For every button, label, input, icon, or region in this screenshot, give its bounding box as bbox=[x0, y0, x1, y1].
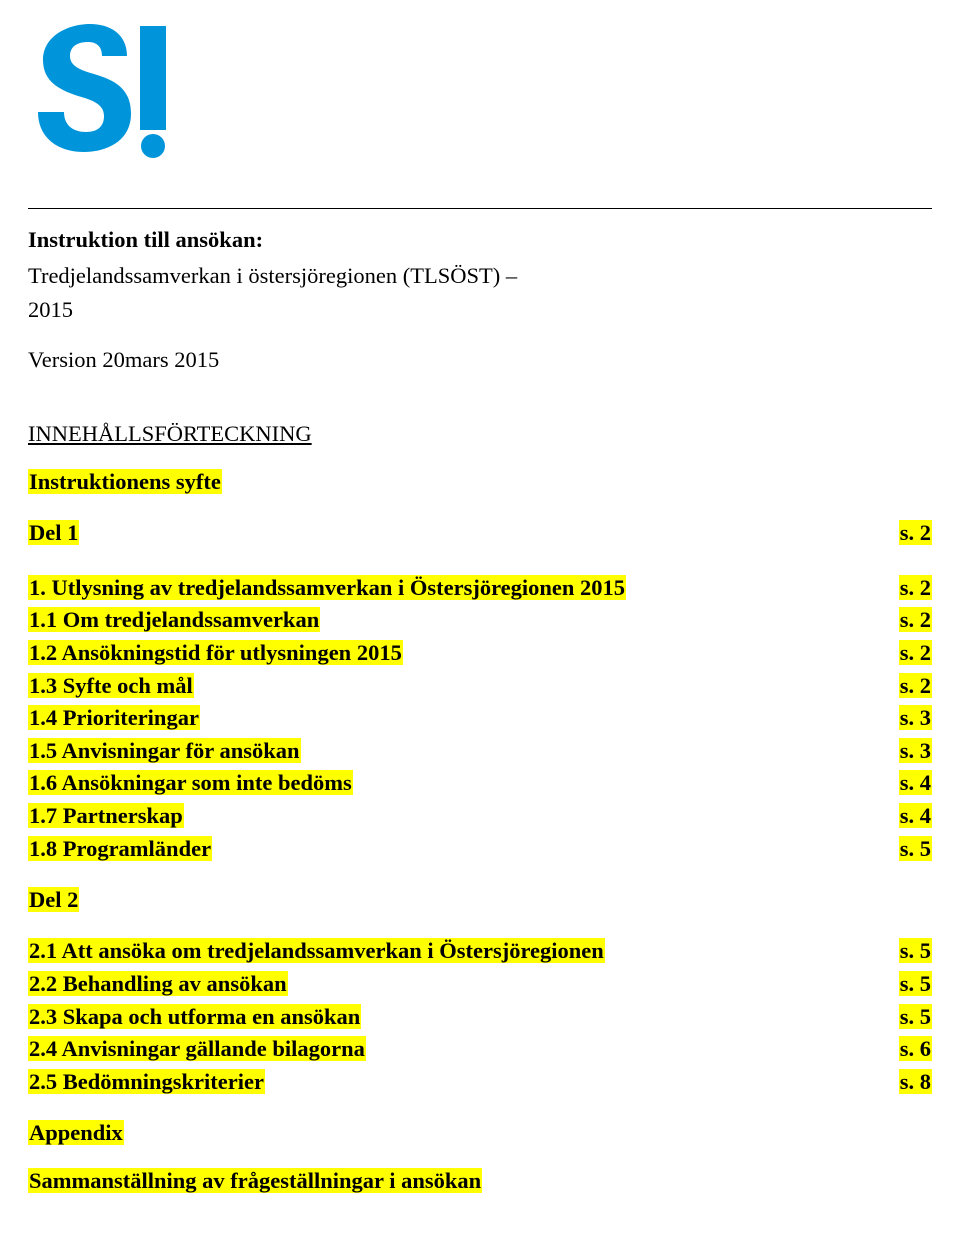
toc-row: 1.2 Ansökningstid för utlysningen 2015 s… bbox=[28, 637, 932, 670]
toc-row-page: s. 5 bbox=[899, 1004, 932, 1029]
toc-row-page: s. 5 bbox=[899, 836, 932, 861]
toc-row-page: s. 3 bbox=[899, 705, 932, 730]
toc-row: 2.4 Anvisningar gällande bilagorna s. 6 bbox=[28, 1033, 932, 1066]
toc-row-page: s. 8 bbox=[899, 1069, 932, 1094]
toc-row: 2.5 Bedömningskriterier s. 8 bbox=[28, 1066, 932, 1099]
doc-subtitle: Tredjelandssamverkan i östersjöregionen … bbox=[28, 263, 932, 289]
toc-row-label: 1.3 Syfte och mål bbox=[28, 673, 194, 698]
toc-appendix-line-label: Sammanställning av frågeställningar i an… bbox=[28, 1168, 482, 1193]
toc-heading: INNEHÅLLSFÖRTECKNING bbox=[28, 421, 932, 447]
doc-title: Instruktion till ansökan: bbox=[28, 227, 932, 253]
toc-del2-heading: Del 2 bbox=[28, 887, 932, 913]
toc-intro: Instruktionens syfte bbox=[28, 469, 932, 495]
toc-row: 1.5 Anvisningar för ansökan s. 3 bbox=[28, 735, 932, 768]
toc-row-page: s. 3 bbox=[899, 738, 932, 763]
toc-row: 1.1 Om tredjelandssamverkan s. 2 bbox=[28, 604, 932, 637]
toc-row-label: 1.5 Anvisningar för ansökan bbox=[28, 738, 301, 763]
toc-row-page: s. 2 bbox=[899, 575, 932, 600]
toc-row: 2.3 Skapa och utforma en ansökan s. 5 bbox=[28, 1001, 932, 1034]
toc-row: 1.4 Prioriteringar s. 3 bbox=[28, 702, 932, 735]
toc-appendix-line: Sammanställning av frågeställningar i an… bbox=[28, 1168, 932, 1194]
toc-row-label: 1.8 Programländer bbox=[28, 836, 212, 861]
toc-row-page: s. 2 bbox=[899, 640, 932, 665]
toc-row-label: 2.2 Behandling av ansökan bbox=[28, 971, 288, 996]
toc-row: 2.1 Att ansöka om tredjelandssamverkan i… bbox=[28, 935, 932, 968]
toc-row-page: s. 5 bbox=[899, 971, 932, 996]
toc-row-label: 2.3 Skapa och utforma en ansökan bbox=[28, 1004, 361, 1029]
toc-row-page: s. 6 bbox=[899, 1036, 932, 1061]
toc-row-page: s. 4 bbox=[899, 770, 932, 795]
toc-row-page: s. 2 bbox=[899, 607, 932, 632]
toc-row-label: 1.7 Partnerskap bbox=[28, 803, 184, 828]
toc-row: 1.7 Partnerskap s. 4 bbox=[28, 800, 932, 833]
toc-row-label: 2.1 Att ansöka om tredjelandssamverkan i… bbox=[28, 938, 605, 963]
toc-del1-label: Del 1 bbox=[28, 520, 79, 545]
toc-row-label: 2.5 Bedömningskriterier bbox=[28, 1069, 265, 1094]
toc-appendix-heading: Appendix bbox=[28, 1120, 932, 1146]
doc-year: 2015 bbox=[28, 297, 932, 323]
toc-appendix-label: Appendix bbox=[28, 1120, 124, 1145]
toc-del1-list: 1. Utlysning av tredjelandssamverkan i Ö… bbox=[28, 572, 932, 866]
toc-row-label: 1.1 Om tredjelandssamverkan bbox=[28, 607, 320, 632]
toc-row-label: 2.4 Anvisningar gällande bilagorna bbox=[28, 1036, 366, 1061]
toc-del2-list: 2.1 Att ansöka om tredjelandssamverkan i… bbox=[28, 935, 932, 1098]
toc-row-label: 1. Utlysning av tredjelandssamverkan i Ö… bbox=[28, 575, 626, 600]
toc-del2-label: Del 2 bbox=[28, 887, 79, 912]
toc-row-page: s. 5 bbox=[899, 938, 932, 963]
toc-row-label: 1.4 Prioriteringar bbox=[28, 705, 200, 730]
toc-row-page: s. 2 bbox=[899, 673, 932, 698]
toc-row: 1. Utlysning av tredjelandssamverkan i Ö… bbox=[28, 572, 932, 605]
toc-row-label: 1.2 Ansökningstid för utlysningen 2015 bbox=[28, 640, 403, 665]
toc-row-page: s. 4 bbox=[899, 803, 932, 828]
toc-del1-heading: Del 1 s. 2 bbox=[28, 517, 932, 550]
toc-row: 2.2 Behandling av ansökan s. 5 bbox=[28, 968, 932, 1001]
toc-row: 1.8 Programländer s. 5 bbox=[28, 833, 932, 866]
toc-row: 1.3 Syfte och mål s. 2 bbox=[28, 670, 932, 703]
divider bbox=[28, 208, 932, 209]
toc-row-label: 1.6 Ansökningar som inte bedöms bbox=[28, 770, 353, 795]
toc-intro-label: Instruktionens syfte bbox=[28, 469, 222, 494]
toc-row: 1.6 Ansökningar som inte bedöms s. 4 bbox=[28, 767, 932, 800]
doc-version: Version 20mars 2015 bbox=[28, 347, 932, 373]
logo bbox=[28, 18, 932, 168]
si-logo-icon bbox=[28, 18, 173, 163]
toc-del1-page: s. 2 bbox=[899, 520, 932, 545]
